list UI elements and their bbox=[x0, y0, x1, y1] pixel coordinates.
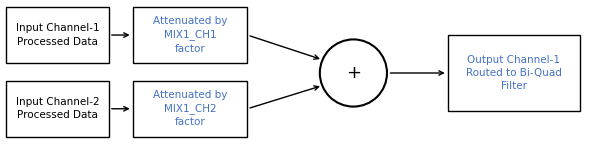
FancyBboxPatch shape bbox=[448, 35, 580, 111]
Text: Input Channel-2
Processed Data: Input Channel-2 Processed Data bbox=[16, 97, 99, 120]
Text: Attenuated by
MIX1_CH2
factor: Attenuated by MIX1_CH2 factor bbox=[153, 90, 227, 127]
Ellipse shape bbox=[320, 39, 387, 107]
FancyBboxPatch shape bbox=[133, 7, 247, 63]
Text: Attenuated by
MIX1_CH1
factor: Attenuated by MIX1_CH1 factor bbox=[153, 16, 227, 54]
Text: +: + bbox=[346, 64, 361, 82]
Text: Input Channel-1
Processed Data: Input Channel-1 Processed Data bbox=[16, 24, 99, 47]
Text: Output Channel-1
Routed to Bi-Quad
Filter: Output Channel-1 Routed to Bi-Quad Filte… bbox=[466, 55, 562, 91]
FancyBboxPatch shape bbox=[6, 7, 109, 63]
FancyBboxPatch shape bbox=[6, 81, 109, 137]
FancyBboxPatch shape bbox=[133, 81, 247, 137]
